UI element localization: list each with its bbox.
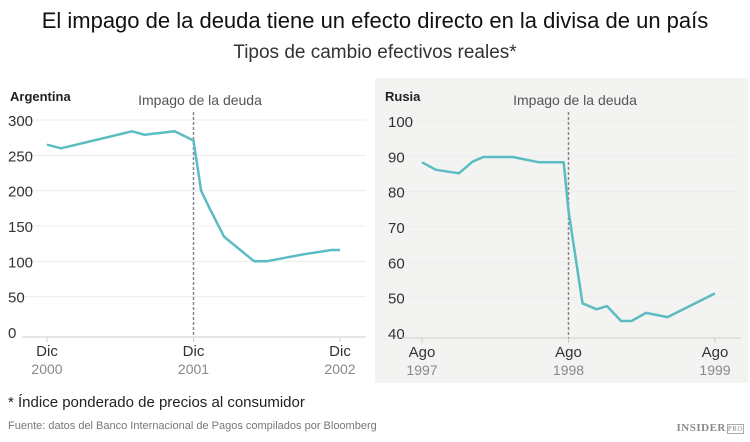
argentina-panel-title: Argentina	[10, 89, 71, 104]
argentina-y-tick-label: 250	[8, 148, 33, 165]
argentina-y-tick-label: 100	[8, 254, 33, 271]
russia-x-tick-label: Ago	[555, 344, 582, 361]
russia-exchange-rate-line	[421, 155, 716, 323]
source-note: Fuente: datos del Banco Internacional de…	[8, 420, 377, 432]
argentina-y-tick-label: 200	[8, 184, 33, 201]
argentina-x-tick-year: 2000	[31, 361, 62, 377]
russia-y-tick-label: 50	[388, 291, 405, 308]
russia-y-tick-label: 70	[388, 220, 405, 237]
argentina-exchange-rate-line	[46, 130, 340, 263]
argentina-y-tick-label: 150	[8, 219, 33, 236]
footnote: * Índice ponderado de precios al consumi…	[8, 394, 305, 411]
russia-y-tick-label: 80	[388, 185, 405, 202]
russia-panel-background	[375, 78, 748, 383]
argentina-y-tick-label: 0	[8, 325, 16, 342]
russia-y-tick-label: 90	[388, 149, 405, 166]
russia-panel-title: Rusia	[385, 89, 421, 104]
russia-y-tick-label: 40	[388, 326, 405, 343]
chart-subtitle: Tipos de cambio efectivos reales*	[233, 42, 517, 63]
argentina-x-tick-year: 2001	[178, 361, 209, 377]
russia-x-tick-label: Ago	[702, 344, 729, 361]
russia-x-tick-label: Ago	[409, 344, 436, 361]
argentina-y-tick-label: 50	[8, 290, 25, 307]
argentina-x-tick-year: 2002	[324, 361, 355, 377]
chart-title: El impago de la deuda tiene un efecto di…	[41, 8, 709, 33]
argentina-y-tick-label: 300	[8, 113, 33, 130]
argentina-x-tick-label: Dic	[329, 343, 351, 360]
russia-default-annotation: Impago de la deuda	[513, 92, 637, 108]
insider-pro-logo: INSIDER PRO	[676, 422, 744, 434]
argentina-x-tick-label: Dic	[183, 343, 205, 360]
russia-x-tick-year: 1999	[699, 362, 730, 378]
argentina-default-annotation: Impago de la deuda	[138, 92, 262, 108]
russia-x-tick-year: 1997	[406, 362, 437, 378]
russia-y-tick-label: 100	[388, 114, 413, 131]
russia-y-tick-label: 60	[388, 255, 405, 272]
russia-x-tick-year: 1998	[553, 362, 584, 378]
argentina-x-tick-label: Dic	[36, 343, 58, 360]
